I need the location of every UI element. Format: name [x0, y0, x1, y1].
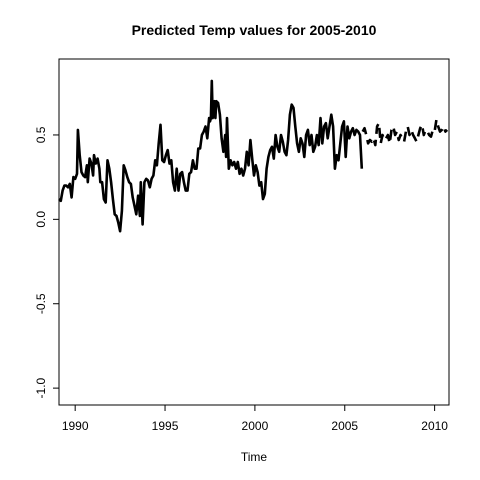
- y-tick-label: -1.0: [34, 377, 48, 398]
- y-tick-label: 0.0: [34, 211, 48, 228]
- y-tick-label: 0.5: [34, 126, 48, 143]
- series-layer: [58, 79, 449, 233]
- x-axis-title: Time: [241, 450, 268, 464]
- x-axis: 1990 1995 2000 2005 2010: [62, 405, 448, 433]
- y-axis: -1.0 -0.5 0.0 0.5: [34, 126, 59, 398]
- x-tick-label: 2010: [421, 419, 448, 433]
- x-tick-label: 1995: [152, 419, 179, 433]
- y-tick-label: -0.5: [34, 293, 48, 314]
- x-tick-label: 2000: [242, 419, 269, 433]
- observed-series-line: [58, 79, 364, 233]
- x-tick-label: 2005: [331, 419, 358, 433]
- x-tick-label: 1990: [62, 419, 89, 433]
- plot-frame: [58, 58, 450, 406]
- chart-title: Predicted Temp values for 2005-2010: [132, 22, 377, 38]
- predicted-series-line: [361, 118, 449, 147]
